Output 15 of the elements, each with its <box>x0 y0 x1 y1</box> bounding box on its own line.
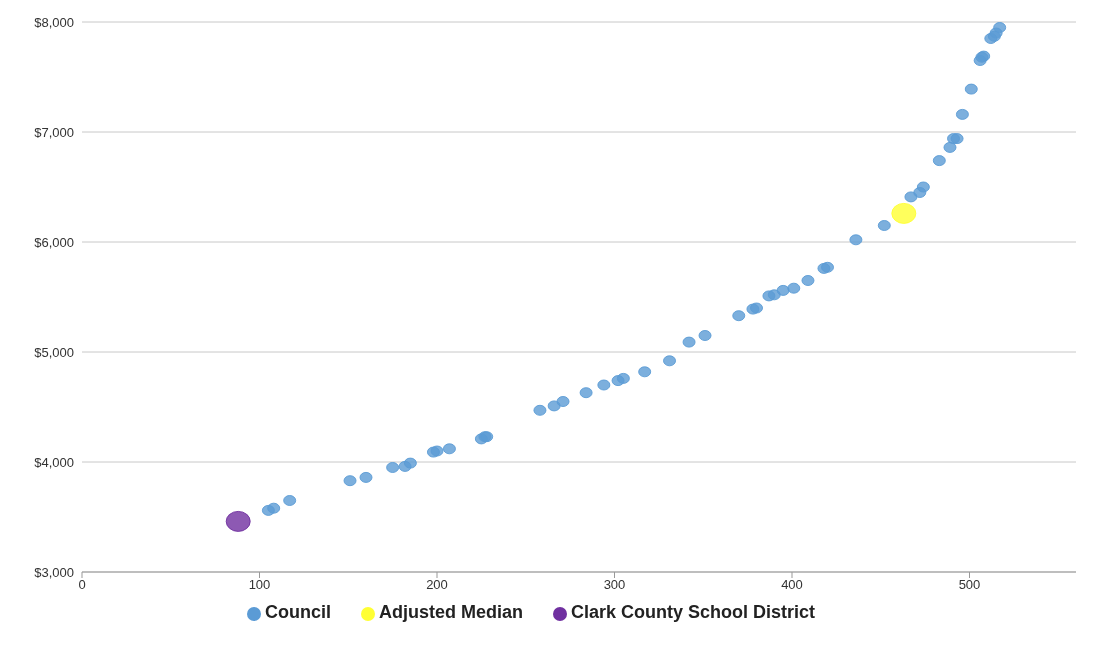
y-tick-label: $8,000 <box>34 14 74 30</box>
x-tick-label: 100 <box>248 577 271 593</box>
x-tick-label: 300 <box>603 577 626 593</box>
legend-label: Clark County School District <box>570 602 816 622</box>
x-tick-label: 500 <box>958 577 981 593</box>
x-tick-label: 0 <box>78 577 86 593</box>
y-tick-label: $5,000 <box>34 344 74 360</box>
legend-label: Adjusted Median <box>378 602 523 622</box>
y-tick-label: $3,000 <box>34 564 74 580</box>
x-tick-label: 400 <box>781 577 803 593</box>
y-tick-label: $4,000 <box>34 454 74 470</box>
y-tick-label: $6,000 <box>34 234 74 250</box>
legend-label: Council <box>264 602 331 622</box>
x-tick-label: 200 <box>426 577 448 593</box>
y-tick-label: $7,000 <box>34 124 74 140</box>
